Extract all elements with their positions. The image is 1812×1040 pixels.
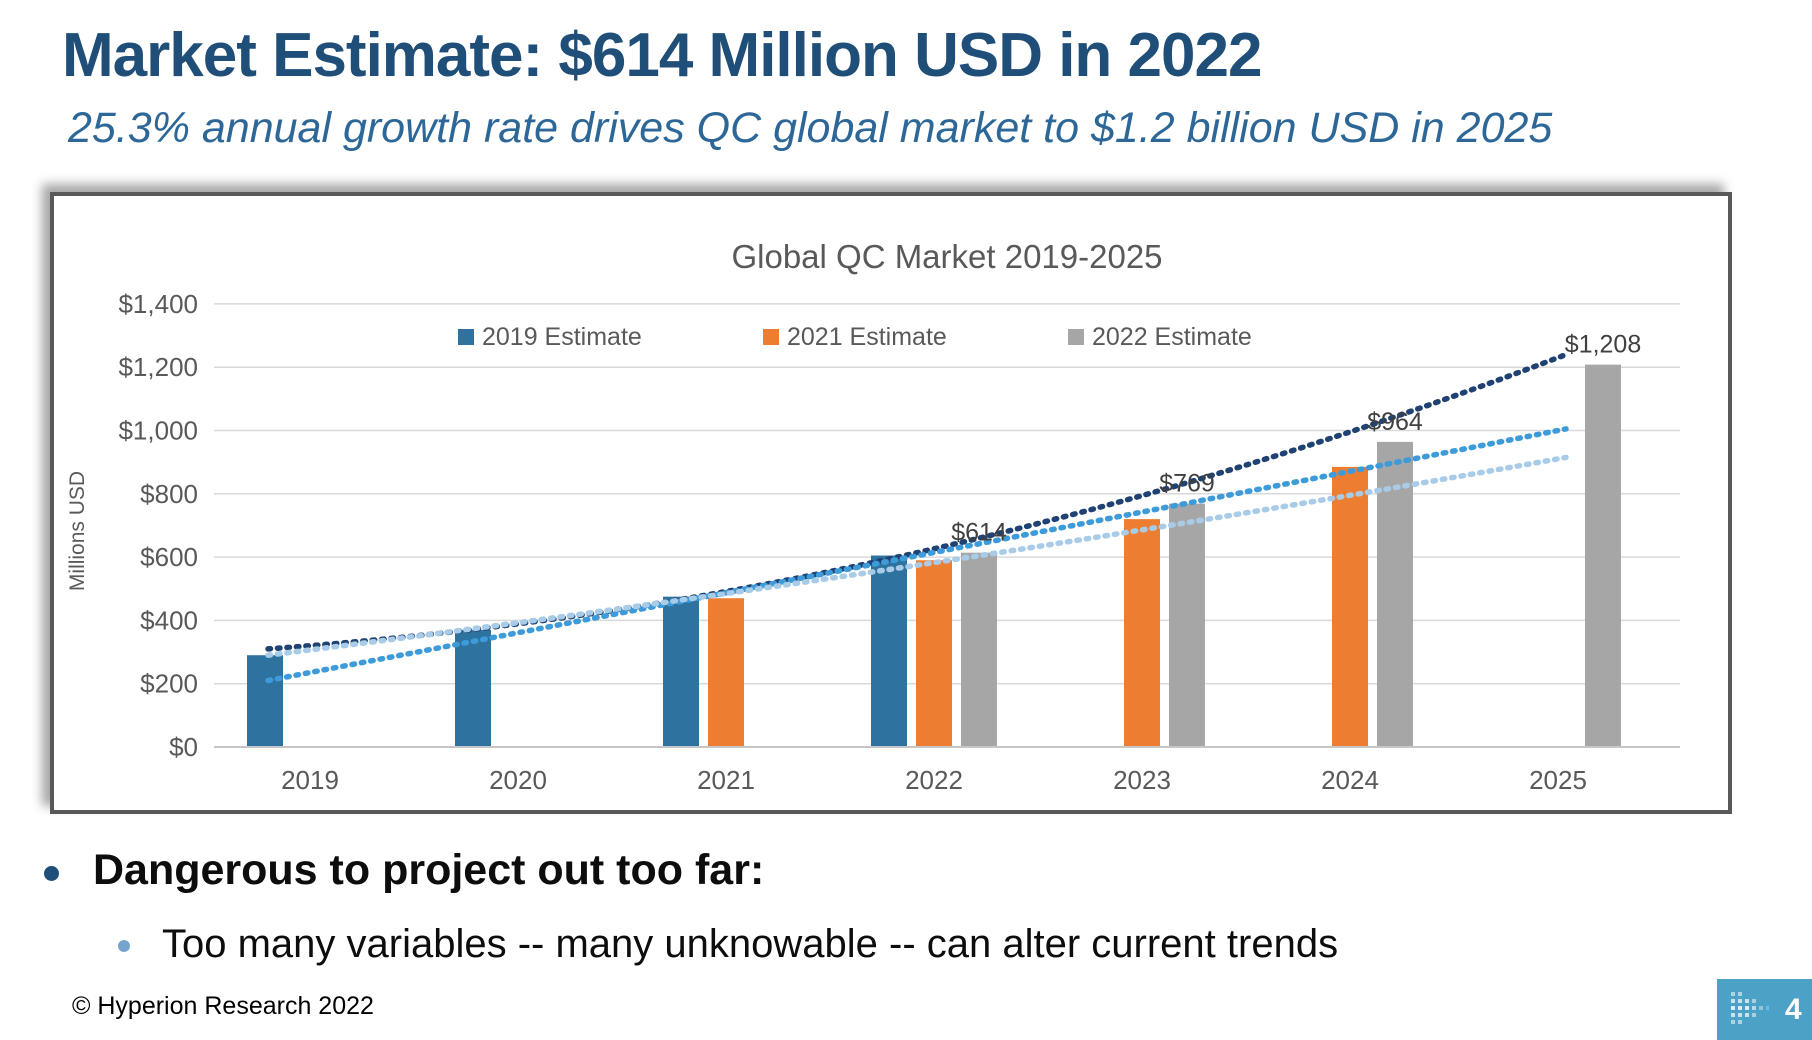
- y-axis-title: Millions USD: [66, 471, 89, 591]
- y-tick-label: $1,200: [118, 352, 198, 382]
- bar-2021-estimate-2023: [1124, 519, 1160, 747]
- legend-label-1: 2019 Estimate: [482, 323, 642, 351]
- bar-2019-estimate-2022: [871, 555, 907, 747]
- page-number-badge: 4: [1717, 979, 1812, 1040]
- bar-2022-estimate-2025: [1585, 364, 1621, 747]
- data-label-2022: $614: [951, 519, 1007, 547]
- bullet-sub-text: Too many variables -- many unknowable --…: [162, 922, 1339, 966]
- x-tick-label-2025: 2025: [1529, 765, 1587, 795]
- y-tick-label: $800: [140, 479, 198, 509]
- bullet-main-text: Dangerous to project out too far:: [93, 846, 765, 894]
- trendline-pale-blue: [265, 454, 1569, 658]
- bar-2019-estimate-2020: [455, 629, 491, 747]
- legend-swatch-3: [1068, 329, 1084, 345]
- y-tick-label: $400: [140, 605, 198, 635]
- bullet-dot-lightblue: [118, 940, 130, 952]
- chart-title: Global QC Market 2019-2025: [731, 238, 1162, 275]
- data-label-2025: $1,208: [1565, 331, 1641, 359]
- bar-2021-estimate-2021: [708, 598, 744, 747]
- x-tick-label-2024: 2024: [1321, 765, 1379, 795]
- legend-label-3: 2022 Estimate: [1092, 323, 1252, 351]
- chart-frame: $1,400 $1,200 $1,000 $800 $600 $400 $200 $0 $614…: [50, 192, 1732, 814]
- x-tick-label-2022: 2022: [905, 765, 963, 795]
- bar-2019-estimate-2019: [247, 655, 283, 747]
- legend-swatch-1: [458, 329, 474, 345]
- y-tick-label: $1,000: [118, 416, 198, 446]
- legend-label-2: 2021 Estimate: [787, 323, 947, 351]
- bar-2022-estimate-2022: [961, 552, 997, 747]
- bar-2022-estimate-2023: [1169, 503, 1205, 747]
- trendline-dark-navy: [265, 351, 1569, 652]
- copyright-text: © Hyperion Research 2022: [72, 992, 374, 1020]
- bullet-main: Dangerous to project out too far:: [44, 846, 764, 895]
- y-tick-label: $600: [140, 542, 198, 572]
- trendline-sky-blue: [265, 426, 1569, 684]
- legend-swatch-2: [763, 329, 779, 345]
- y-tick-label: $200: [140, 669, 198, 699]
- x-tick-label-2021: 2021: [697, 765, 755, 795]
- slide-title: Market Estimate: $614 Million USD in 202…: [62, 21, 1262, 90]
- y-tick-label: $0: [169, 732, 198, 762]
- x-tick-label-2020: 2020: [489, 765, 547, 795]
- x-tick-label-2023: 2023: [1113, 765, 1171, 795]
- hyperion-logo-icon: [1731, 991, 1769, 1024]
- bar-2022-estimate-2024: [1377, 441, 1413, 747]
- bar-2021-estimate-2022: [916, 560, 952, 747]
- page-number: 4: [1785, 992, 1802, 1026]
- bullet-dot-navy: [44, 866, 59, 881]
- chart-canvas: $1,400 $1,200 $1,000 $800 $600 $400 $200 $0 $614…: [66, 238, 1680, 795]
- bar-2019-estimate-2021: [663, 596, 699, 747]
- x-tick-label-2019: 2019: [281, 765, 339, 795]
- bullet-sub: Too many variables -- many unknowable --…: [118, 922, 1338, 967]
- data-label-2024: $964: [1367, 408, 1423, 436]
- slide-subtitle: 25.3% annual growth rate drives QC globa…: [68, 104, 1553, 152]
- data-label-2023: $769: [1159, 470, 1215, 498]
- y-tick-label: $1,400: [118, 289, 198, 319]
- bar-2021-estimate-2024: [1332, 466, 1368, 747]
